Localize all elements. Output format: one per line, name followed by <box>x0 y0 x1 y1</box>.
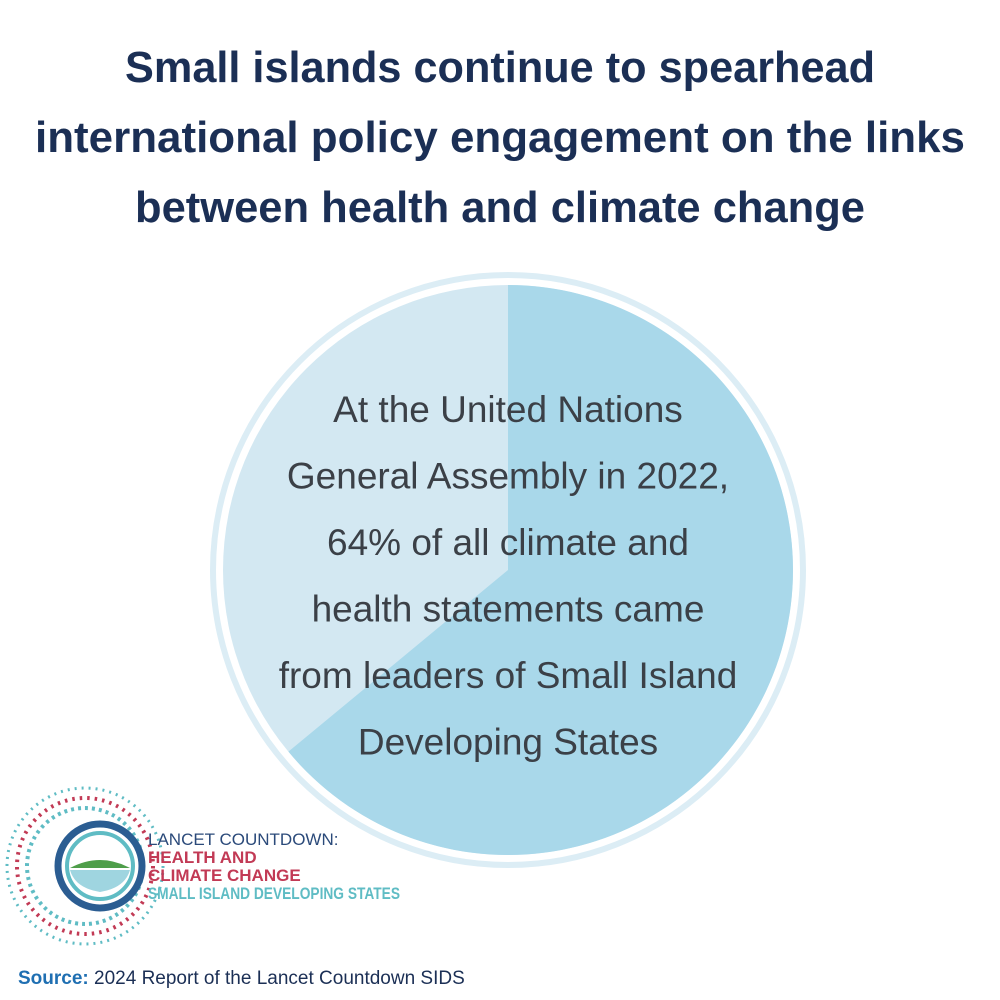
statement-line: 64% of all climate and <box>327 522 689 563</box>
statement-line: Developing States <box>358 722 658 763</box>
logo-sea <box>70 870 130 892</box>
title-line: Small islands continue to spearhead <box>125 43 875 92</box>
title-line: between health and climate change <box>135 183 865 232</box>
source: Source: 2024 Report of the Lancet Countd… <box>18 968 465 989</box>
source-label: Source: <box>18 968 89 989</box>
title-line: international policy engagement on the l… <box>35 113 965 162</box>
logo-text: CLIMATE CHANGE <box>148 866 301 885</box>
logo-text: HEALTH AND <box>148 848 257 867</box>
logo-ring <box>5 786 165 946</box>
statement-line: from leaders of Small Island <box>279 655 738 696</box>
logo: LANCET COUNTDOWN: HEALTH AND CLIMATE CHA… <box>5 786 400 946</box>
statement-line: General Assembly in 2022, <box>287 456 729 497</box>
logo-ring <box>65 831 135 901</box>
statement-line: At the United Nations <box>333 389 683 430</box>
brush-edge <box>210 272 806 868</box>
pie-wedge <box>288 285 793 856</box>
logo-ring <box>54 820 146 912</box>
source-text: 2024 Report of the Lancet Countdown SIDS <box>94 968 465 989</box>
statement-line: health statements came <box>312 589 705 630</box>
logo-text: SMALL ISLAND DEVELOPING STATES <box>148 884 400 903</box>
logo-text: LANCET COUNTDOWN: <box>148 830 338 849</box>
title: Small islands continue to spearhead inte… <box>35 43 965 232</box>
statement: At the United Nations General Assembly in… <box>279 389 738 763</box>
logo-island <box>70 860 130 868</box>
logo-ring <box>15 796 155 936</box>
